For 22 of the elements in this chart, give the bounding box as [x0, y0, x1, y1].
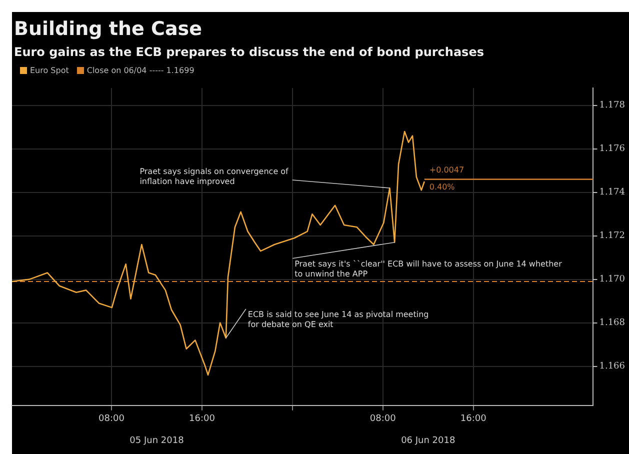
y-tick-label: 1.170 [599, 274, 626, 285]
chart-title: Building the Case [14, 18, 202, 40]
x-tick-label: 08:00 [98, 414, 125, 424]
y-tick-label: 1.168 [599, 318, 626, 328]
annotation: 0.40% [429, 182, 456, 192]
x2-tick-label: 06 Jun 2018 [401, 436, 456, 446]
y-tick-label: 1.178 [599, 100, 626, 111]
annotation: Praet says it's ``clear'' ECB will have to assess on June 14 whether to unwind the APP [294, 259, 563, 278]
annotation: Praet says signals on convergence of inflation have improved [140, 167, 289, 186]
chart-subtitle: Euro gains as the ECB prepares to discuss the end of bond purchases [14, 45, 484, 59]
y-tick-label: 1.172 [599, 231, 625, 242]
x-tick-label: 16:00 [189, 414, 216, 424]
legend-label: Close on 06/04 ----- 1.1699 [86, 66, 194, 75]
annotation: +0.0047 [429, 165, 464, 174]
annotation: ECB is said to see June 14 as pivotal meeting for debate on QE exit [248, 310, 429, 330]
x-tick-label: 16:00 [460, 414, 487, 424]
y-tick-label: 1.174 [599, 188, 626, 198]
x-tick-label: 08:00 [370, 414, 396, 424]
y-tick-label: 1.176 [599, 144, 626, 154]
x2-tick-label: 05 Jun 2018 [130, 436, 184, 446]
legend-label: Euro Spot [29, 66, 69, 75]
y-tick-label: 1.166 [599, 362, 626, 372]
